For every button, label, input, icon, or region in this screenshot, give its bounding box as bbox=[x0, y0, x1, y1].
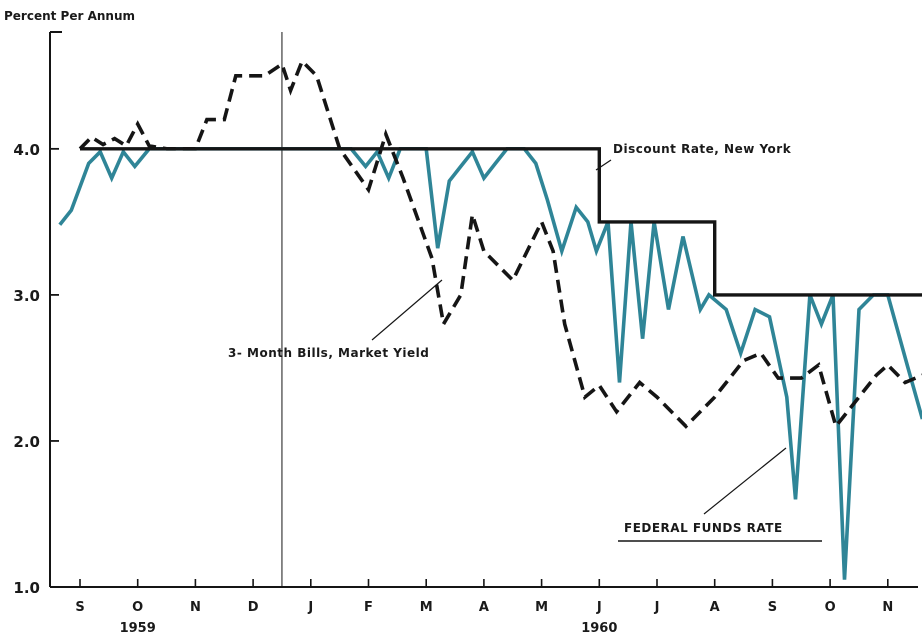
x-month-label: O bbox=[132, 600, 143, 615]
x-month-label: M bbox=[420, 600, 433, 615]
annotation-federal-funds-rate: FEDERAL FUNDS RATE bbox=[624, 521, 783, 535]
year-label: 1959 bbox=[120, 621, 156, 635]
x-month-label: F bbox=[364, 600, 373, 615]
x-month-label: S bbox=[768, 600, 777, 615]
series-lines bbox=[58, 57, 922, 580]
y-tick-label: 2.0 bbox=[13, 433, 40, 451]
series-line-discount bbox=[80, 147, 922, 297]
x-month-label: S bbox=[75, 600, 84, 615]
x-month-label: N bbox=[882, 600, 893, 615]
x-month-label: J bbox=[654, 600, 660, 615]
leader-discount-rate bbox=[595, 159, 612, 171]
annotations: Discount Rate, New York 3- Month Bills, … bbox=[228, 142, 822, 542]
x-month-label: M bbox=[535, 600, 548, 615]
x-month-label: J bbox=[596, 600, 602, 615]
leader-3-month-bills bbox=[371, 279, 443, 341]
x-month-label: J bbox=[307, 600, 313, 615]
y-tick-label: 3.0 bbox=[13, 287, 40, 305]
x-month-label: D bbox=[248, 600, 259, 615]
y-tick-labels: 1.0 2.0 3.0 4.0 bbox=[13, 141, 40, 597]
annotation-3-month-bills: 3- Month Bills, Market Yield bbox=[228, 346, 429, 360]
series-line-bills bbox=[78, 57, 922, 431]
year-label: 1960 bbox=[581, 621, 617, 635]
leader-federal-funds-rate bbox=[703, 447, 787, 515]
axes bbox=[49, 31, 918, 588]
annotation-discount-rate: Discount Rate, New York bbox=[613, 142, 792, 156]
x-month-label: O bbox=[825, 600, 836, 615]
x-month-label: N bbox=[190, 600, 201, 615]
y-tick-label: 1.0 bbox=[13, 579, 40, 597]
series-line-fed bbox=[58, 147, 922, 580]
year-labels: 1959 1960 bbox=[120, 621, 618, 635]
x-month-label: A bbox=[710, 600, 720, 615]
x-month-label: A bbox=[479, 600, 489, 615]
unit-label: Percent Per Annum bbox=[4, 9, 135, 23]
y-tick-label: 4.0 bbox=[13, 141, 40, 159]
